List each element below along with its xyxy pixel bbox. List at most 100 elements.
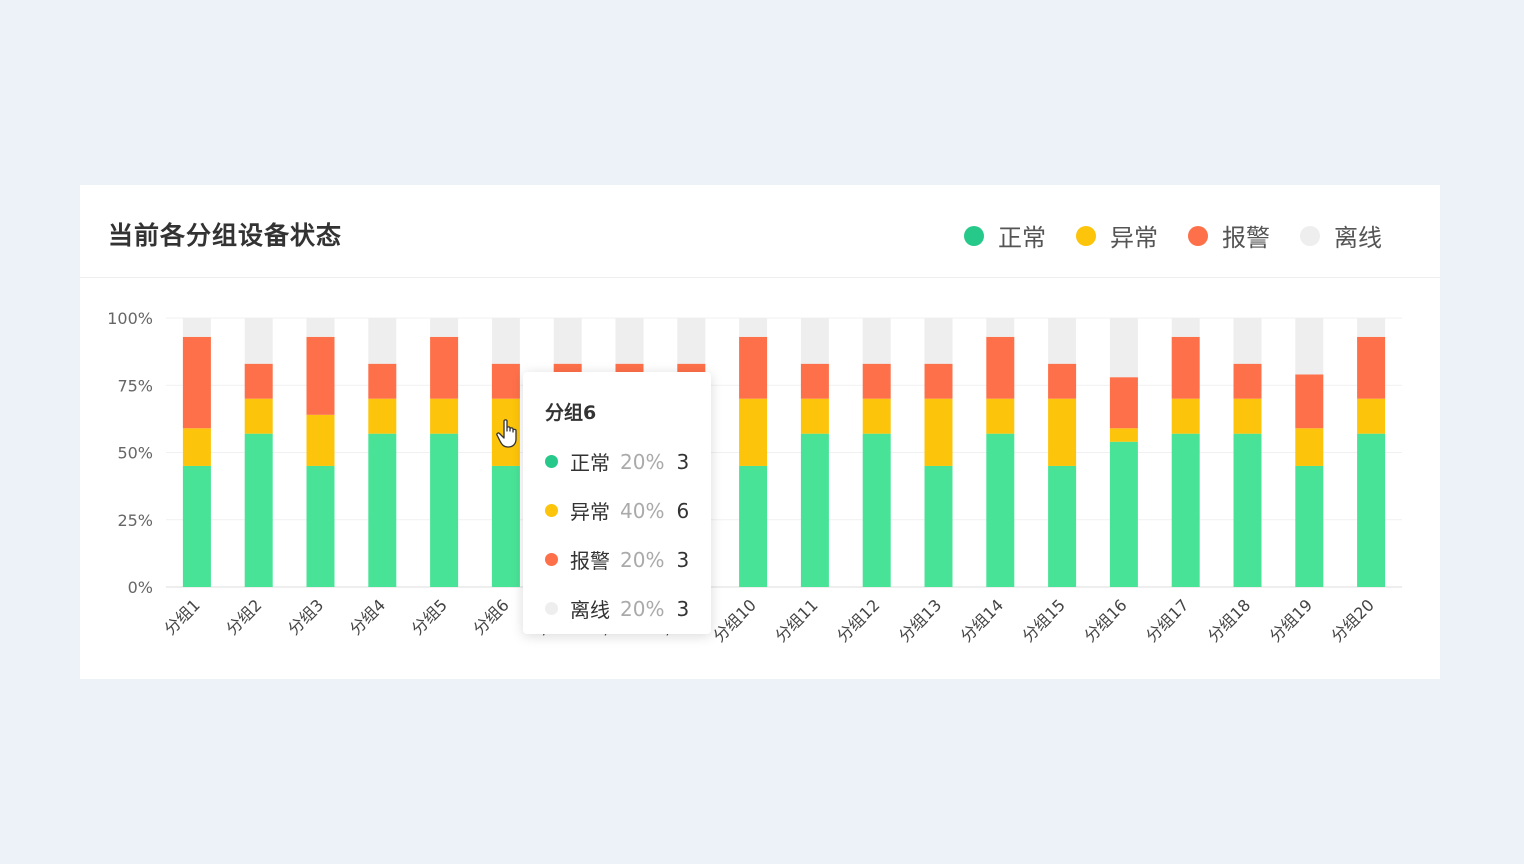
bar-segment[interactable]	[924, 465, 953, 587]
bar-segment[interactable]	[986, 318, 1015, 337]
bar-segment[interactable]	[862, 433, 891, 587]
bar-segment[interactable]	[1109, 318, 1138, 378]
legend-dot-normal-icon	[964, 225, 984, 246]
bar-segment[interactable]	[244, 363, 273, 399]
bar-segment[interactable]	[800, 363, 829, 399]
bar-segment[interactable]	[368, 363, 397, 399]
tooltip-row-alarm: 报警 20% 3	[545, 545, 689, 574]
tooltip-dot-icon	[545, 455, 558, 468]
bar-segment[interactable]	[1109, 428, 1138, 442]
bar-segment[interactable]	[430, 318, 459, 337]
bar-segment[interactable]	[1357, 398, 1386, 434]
tooltip-percent: 20%	[620, 449, 665, 474]
bar-segment[interactable]	[368, 433, 397, 587]
card-header: 当前各分组设备状态 正常 异常 报警 离线	[80, 185, 1440, 278]
x-tick-label: 分组15	[1018, 595, 1068, 645]
tooltip-dot-icon	[545, 504, 558, 517]
bar-segment[interactable]	[1048, 398, 1077, 466]
bar-segment[interactable]	[1048, 318, 1077, 364]
bar-segment[interactable]	[1233, 363, 1262, 399]
bar-segment[interactable]	[1233, 398, 1262, 434]
bar-segment[interactable]	[430, 433, 459, 587]
bar-segment[interactable]	[924, 318, 953, 364]
bar-segment[interactable]	[553, 318, 582, 364]
x-tick-label: 分组14	[957, 595, 1007, 645]
legend-item-normal[interactable]: 正常	[964, 218, 1046, 253]
bar-segment[interactable]	[924, 398, 953, 466]
x-tick-label: 分组6	[469, 595, 512, 638]
bar-segment[interactable]	[862, 398, 891, 434]
y-tick-label: 50%	[117, 444, 153, 463]
bar-segment[interactable]	[306, 465, 335, 587]
card-title: 当前各分组设备状态	[108, 221, 343, 250]
bar-segment[interactable]	[1295, 428, 1324, 466]
y-tick-label: 100%	[107, 309, 153, 328]
bar-segment[interactable]	[986, 336, 1015, 399]
bar-segment[interactable]	[739, 398, 768, 466]
bar-segment[interactable]	[182, 465, 211, 587]
bar-segment[interactable]	[182, 336, 211, 429]
bar-segment[interactable]	[986, 398, 1015, 434]
chart-tooltip: 分组6 正常 20% 3 异常 40% 6 报警 20% 3 离线 20% 3	[523, 372, 711, 634]
legend-dot-abnormal-icon	[1076, 225, 1096, 246]
bar-segment[interactable]	[739, 465, 768, 587]
bar-segment[interactable]	[1295, 465, 1324, 587]
bar-segment[interactable]	[1295, 318, 1324, 375]
bar-segment[interactable]	[800, 398, 829, 434]
bar-segment[interactable]	[244, 318, 273, 364]
bar-segment[interactable]	[1171, 318, 1200, 337]
bar-segment[interactable]	[1357, 336, 1386, 399]
bar-segment[interactable]	[615, 318, 644, 364]
bar-segment[interactable]	[491, 363, 520, 399]
bar-segment[interactable]	[182, 318, 211, 337]
bar-segment[interactable]	[1171, 336, 1200, 399]
bar-segment[interactable]	[244, 398, 273, 434]
bar-segment[interactable]	[368, 318, 397, 364]
bar-segment[interactable]	[306, 336, 335, 415]
bar-segment[interactable]	[1048, 465, 1077, 587]
hand-cursor-icon	[496, 419, 517, 448]
bar-segment[interactable]	[491, 465, 520, 587]
bar-segment[interactable]	[739, 318, 768, 337]
tooltip-row-abnormal: 异常 40% 6	[545, 496, 689, 525]
bar-segment[interactable]	[1233, 318, 1262, 364]
bar-segment[interactable]	[306, 318, 335, 337]
bar-segment[interactable]	[924, 363, 953, 399]
bar-segment[interactable]	[244, 433, 273, 587]
bar-segment[interactable]	[1171, 398, 1200, 434]
bar-segment[interactable]	[986, 433, 1015, 587]
bar-segment[interactable]	[800, 318, 829, 364]
bar-segment[interactable]	[430, 336, 459, 399]
bar-segment[interactable]	[1048, 363, 1077, 399]
legend-item-offline[interactable]: 离线	[1300, 218, 1382, 253]
bar-segment[interactable]	[182, 428, 211, 466]
bar-segment[interactable]	[1295, 374, 1324, 429]
legend-label: 离线	[1334, 224, 1382, 252]
bar-segment[interactable]	[430, 398, 459, 434]
bar-segment[interactable]	[739, 336, 768, 399]
legend-dot-offline-icon	[1300, 225, 1320, 246]
tooltip-percent: 20%	[620, 547, 665, 572]
legend-item-alarm[interactable]: 报警	[1188, 218, 1270, 253]
bar-segment[interactable]	[1109, 377, 1138, 429]
tooltip-count: 3	[676, 449, 690, 474]
bar-segment[interactable]	[1357, 318, 1386, 337]
tooltip-series-name: 离线	[570, 598, 610, 622]
bar-segment[interactable]	[862, 363, 891, 399]
tooltip-count: 3	[676, 547, 690, 572]
bar-segment[interactable]	[677, 318, 706, 364]
bar-segment[interactable]	[1233, 433, 1262, 587]
bar-segment[interactable]	[862, 318, 891, 364]
x-tick-label: 分组4	[346, 595, 389, 638]
tooltip-count: 3	[676, 596, 690, 621]
bar-segment[interactable]	[1171, 433, 1200, 587]
bar-segment[interactable]	[1357, 433, 1386, 587]
legend-item-abnormal[interactable]: 异常	[1076, 218, 1158, 253]
bar-segment[interactable]	[491, 318, 520, 364]
bar-segment[interactable]	[368, 398, 397, 434]
tooltip-percent: 40%	[620, 498, 665, 523]
bar-segment[interactable]	[1109, 441, 1138, 587]
bar-segment[interactable]	[800, 433, 829, 587]
legend-label: 异常	[1110, 224, 1158, 252]
bar-segment[interactable]	[306, 414, 335, 466]
